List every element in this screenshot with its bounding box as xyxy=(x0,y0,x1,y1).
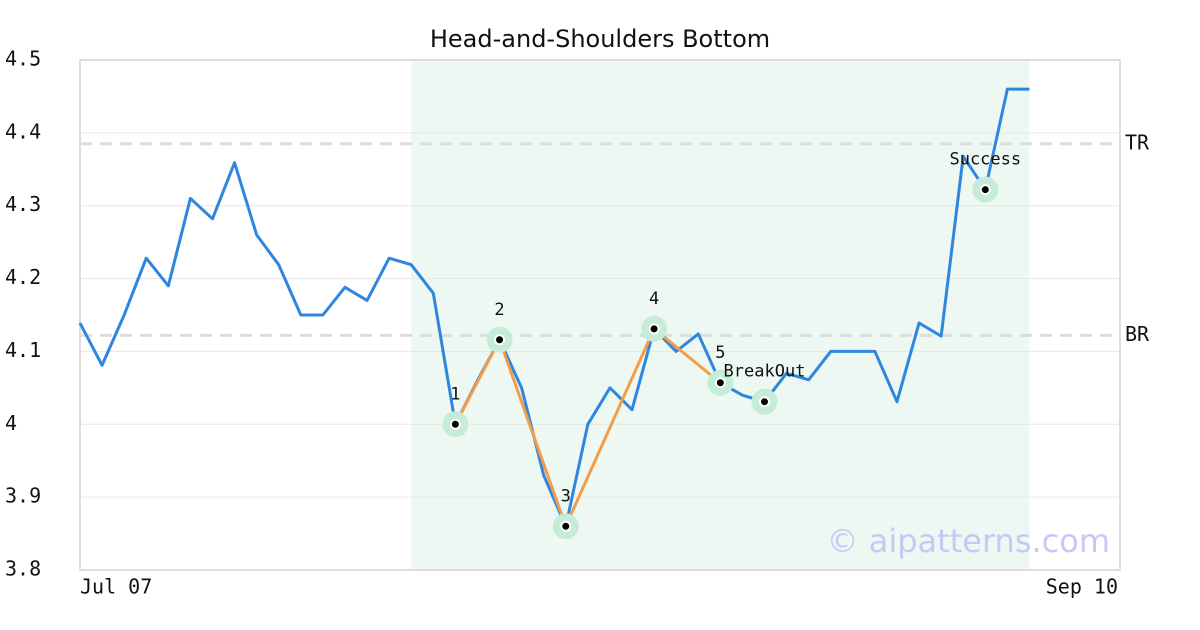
x-tick-label: Sep 10 xyxy=(1046,575,1118,599)
marker xyxy=(560,520,572,532)
point-label: 4 xyxy=(649,289,659,309)
marker xyxy=(714,377,726,389)
y-tick-label: 4.5 xyxy=(5,47,41,71)
y-tick-label: 4 xyxy=(5,411,17,435)
point-label: 1 xyxy=(450,384,460,404)
chart-title: Head-and-Shoulders Bottom xyxy=(430,25,770,53)
level-label: TR xyxy=(1125,130,1150,154)
price-line xyxy=(78,87,1030,528)
y-tick-label: 4.4 xyxy=(5,119,41,143)
marker xyxy=(449,418,461,430)
x-tick-label: Jul 07 xyxy=(80,575,152,599)
marker xyxy=(979,184,991,196)
success-label: Success xyxy=(949,150,1021,170)
point-label: 3 xyxy=(561,486,571,506)
y-tick-label: 4.3 xyxy=(5,192,41,216)
point-label: 5 xyxy=(715,343,725,363)
y-tick-label: 4.1 xyxy=(5,338,41,362)
y-tick-label: 3.9 xyxy=(5,484,41,508)
level-label: BR xyxy=(1125,322,1150,346)
marker xyxy=(494,334,506,346)
marker xyxy=(759,396,771,408)
marker xyxy=(648,323,660,335)
watermark: © aipatterns.com xyxy=(827,522,1110,560)
breakout-label: BreakOut xyxy=(724,362,806,382)
point-label: 2 xyxy=(494,300,504,320)
y-tick-label: 3.8 xyxy=(5,557,41,581)
plot-frame xyxy=(79,59,1121,571)
y-tick-label: 4.2 xyxy=(5,265,41,289)
